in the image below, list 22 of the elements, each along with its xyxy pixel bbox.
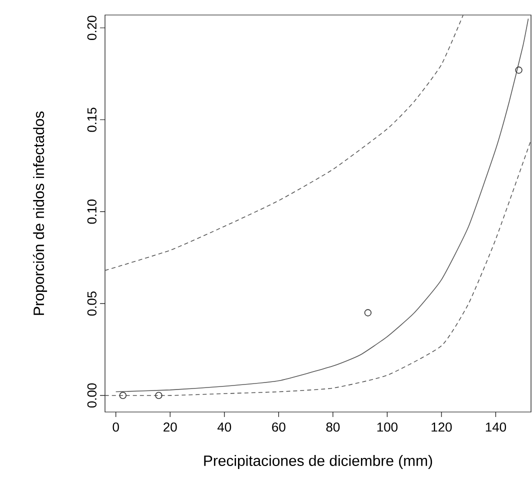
x-tick-label: 100 bbox=[377, 422, 398, 432]
x-tick-label: 0 bbox=[112, 422, 119, 432]
y-tick-label: 0.10 bbox=[87, 200, 96, 224]
y-tick-label: 0.00 bbox=[87, 383, 96, 408]
point bbox=[515, 66, 522, 74]
x-tick-label: 120 bbox=[432, 422, 452, 432]
line-series bbox=[105, 14, 464, 271]
line-series bbox=[105, 140, 532, 396]
point bbox=[119, 392, 126, 400]
x-tick-label: 20 bbox=[164, 422, 177, 432]
y-tick-label: 0.15 bbox=[87, 108, 96, 132]
point bbox=[364, 309, 372, 316]
y-tick-label: 0.05 bbox=[87, 292, 96, 316]
x-tick-label: 60 bbox=[272, 422, 286, 432]
point bbox=[155, 392, 162, 400]
x-axis-title: Precipitaciones de diciembre (mm) bbox=[204, 455, 432, 469]
y-tick-label: 0.20 bbox=[87, 16, 96, 40]
x-tick-label: 40 bbox=[217, 422, 232, 432]
x-tick-label: 140 bbox=[486, 422, 506, 432]
y-axis-title: Proporción de nidos infectados bbox=[32, 111, 48, 315]
x-tick-label: 80 bbox=[326, 422, 340, 432]
line-series bbox=[115, 18, 529, 392]
